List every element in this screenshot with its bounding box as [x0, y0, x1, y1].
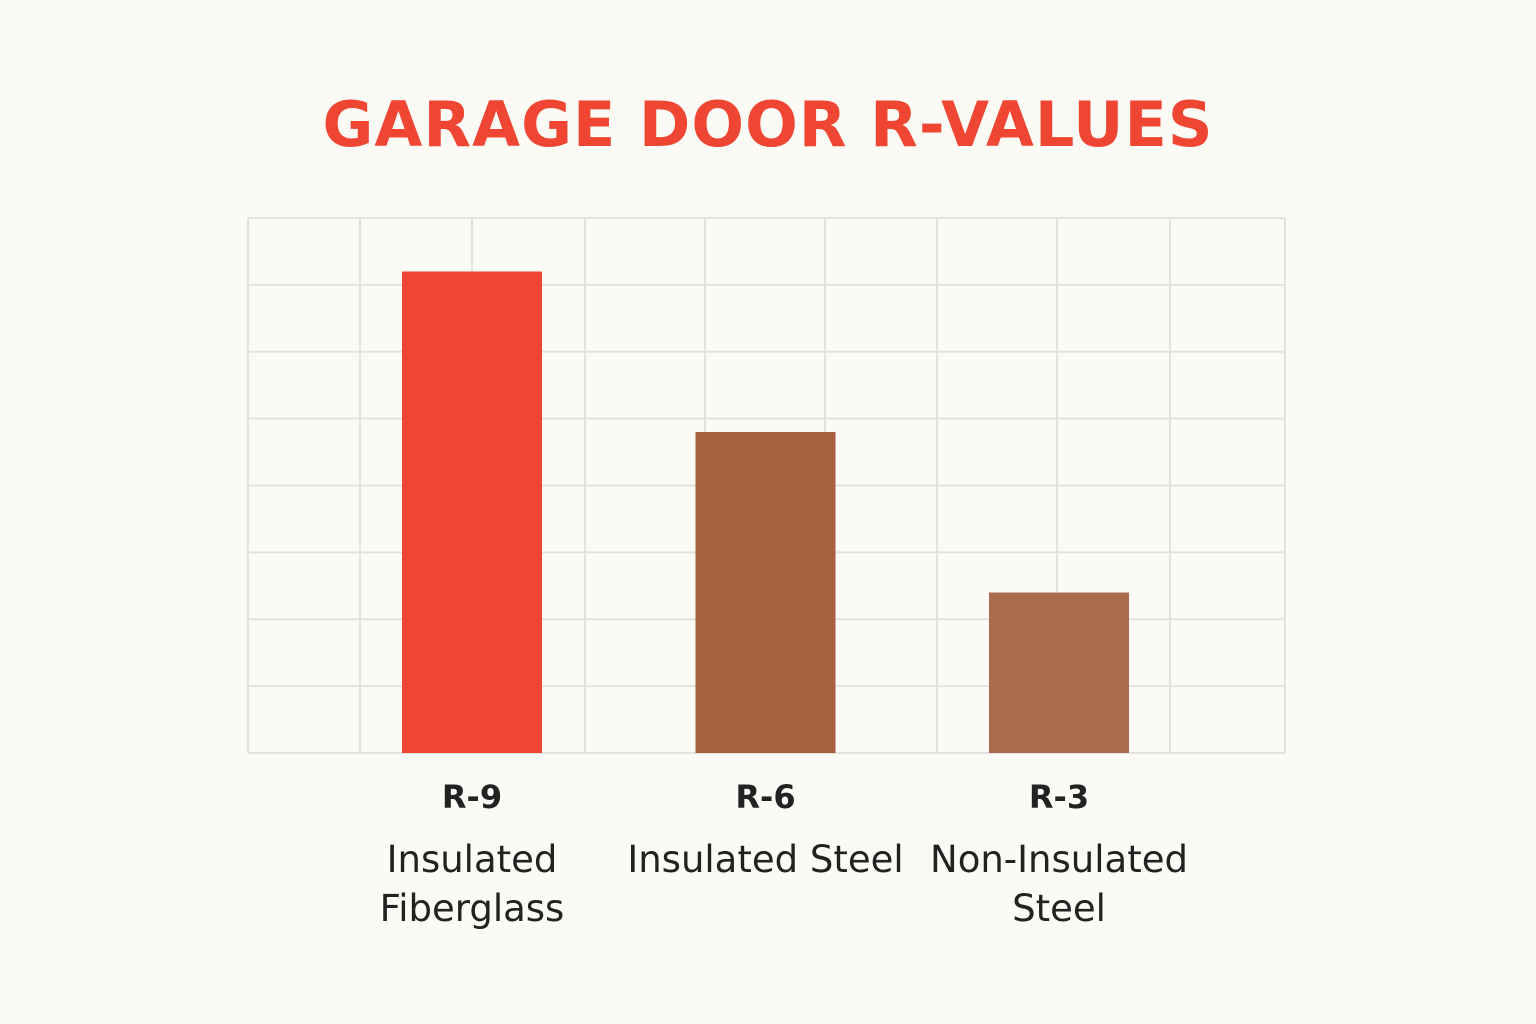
value-label: R-6 [735, 778, 796, 816]
bar [989, 592, 1129, 753]
x-tick-label: Non-Insulated Steel [930, 838, 1188, 930]
value-label: R-9 [441, 778, 503, 816]
x-tick-label: Insulated Fiberglass [379, 838, 565, 930]
value-label: R-3 [1028, 778, 1090, 816]
bar [402, 271, 542, 753]
x-tick-label: Insulated Steel [627, 838, 904, 881]
bar [695, 432, 836, 753]
chart-title: GARAGE DOOR R-VALUES [322, 88, 1214, 161]
